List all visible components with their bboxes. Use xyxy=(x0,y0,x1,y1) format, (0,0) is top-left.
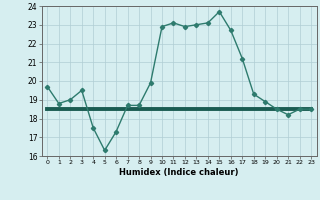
X-axis label: Humidex (Indice chaleur): Humidex (Indice chaleur) xyxy=(119,168,239,177)
